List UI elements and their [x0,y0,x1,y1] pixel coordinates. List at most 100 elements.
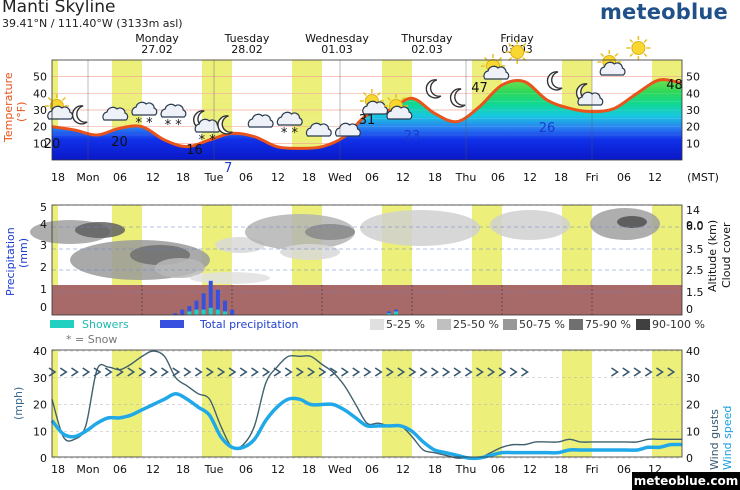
wind-direction-arrow [172,367,181,377]
showers-swatch [50,320,74,328]
cloud-cover-blob [617,216,647,228]
cloud-cover-swatch [437,319,451,330]
wind-direction-arrow [116,367,124,377]
wind-direction-arrow [431,367,439,377]
showers-bar [386,313,391,315]
cloud-cover-legend: 75-90 % [585,318,631,331]
wind-direction-arrow [251,367,259,377]
meteoblue-footer-link[interactable]: meteoblue.com [632,472,740,490]
moon-icon [449,88,466,108]
sun-ray [522,42,527,47]
wind-direction-arrow [296,367,304,377]
sun-ray [387,96,391,101]
time-tick: 12 [271,463,285,476]
cloud-cover-legend: 50-75 % [519,318,565,331]
moon-shape [546,71,563,91]
wind-tick-right: 30 [686,372,700,385]
daylight-band [652,350,682,457]
showers-bar [215,309,220,315]
time-tick: 12 [146,463,160,476]
wind-direction-arrow [318,367,327,377]
wind-direction-arrow [611,367,619,377]
temp-tick-right: 20 [686,121,700,134]
snow-icon: * * [276,111,303,141]
altitude-axis-label: Altitude (km) [706,220,719,292]
cloud-shape [102,106,129,121]
wind-tick-right: 0 [686,452,693,465]
wind-direction-arrow [476,367,484,377]
moon-cloud-icon [575,83,604,106]
cloud-cover-blob [360,210,480,246]
cloud-cover-blob [155,258,205,278]
daylight-band [472,350,502,457]
precip-tick: 0 [40,301,47,314]
day-date: 01.03 [321,43,353,56]
wind-direction-arrow [509,367,518,377]
cloud-shape [599,61,626,76]
wind-direction-arrow [127,367,136,377]
altitude-tick: 3.5 [686,243,704,256]
cloud-cover-swatch [569,319,583,330]
cloud-shape [483,65,510,80]
wind-direction-arrow [329,367,338,377]
wind-tick-left: 20 [33,399,47,412]
altitude-tick: 14 [686,204,700,217]
time-tick: Fri [585,171,598,184]
wind-direction-arrow [71,367,79,377]
wind-direction-arrow [48,367,57,377]
sun-ray [362,91,367,96]
wind-direction-arrow [419,367,428,377]
moon-shape [425,79,442,99]
day-name: Thursday [400,32,453,45]
time-tick: 18 [176,463,190,476]
sun-ray [508,42,513,47]
wind-tick-right: 10 [686,425,700,438]
wind-panel: 0 0 10 10 20 20 30 30 40 40 (mph) Wind gusts Wind sp… [12,345,734,470]
temp-axis-unit: (°F) [15,102,28,122]
time-tick: Thu [455,463,477,476]
time-tick: Mon [76,463,99,476]
cloud-shape [334,122,361,137]
altitude-tick: 0 [686,303,693,316]
moon-icon [71,105,88,125]
time-tick: 06 [239,171,253,184]
day-name: Tuesday [224,32,270,45]
time-tick: Mon [76,171,99,184]
wind-direction-arrow [521,367,529,377]
wind-direction-arrow [262,367,271,377]
wind-direction-arrow [386,367,394,377]
temp-tick-left: 30 [33,104,47,117]
sun-ray [401,96,406,101]
precip-axis-unit: (mm) [17,238,30,268]
sun-cloud-icon [597,50,626,76]
time-tick: 18 [51,171,65,184]
wind-direction-arrow [239,367,248,377]
sun-ray [629,38,634,43]
snowflake-icon: * * [281,126,299,141]
cloud-shape [131,101,158,116]
location-coordinates: 39.41°N / 111.40°W (3133m asl) [2,17,183,30]
time-tick: 18 [554,171,568,184]
wind-direction-arrow [487,367,496,377]
wind-direction-arrow [104,367,113,377]
wind-speed-line [50,392,683,461]
moon-shape [71,105,88,125]
time-tick: 06 [617,171,631,184]
snowflake-icon: * * [165,118,183,133]
temp-tick-left: 10 [33,137,47,150]
wind-tick-right: 40 [686,345,700,358]
temp-label: 31 [359,113,376,128]
wind-speed-axis-label: Wind speed [721,406,734,470]
time-tick: 18 [302,463,316,476]
showers-bar [208,307,213,315]
sun-ray [614,52,619,57]
total-precip-bar [215,289,220,315]
sun-cloud-icon [481,54,510,80]
day-name: Friday [500,32,534,45]
time-tick: 12 [523,171,537,184]
meteoblue-logo[interactable]: meteoblue [599,0,728,24]
day-name: Wednesday [305,32,369,45]
snowflake-icon: * * [199,133,217,148]
